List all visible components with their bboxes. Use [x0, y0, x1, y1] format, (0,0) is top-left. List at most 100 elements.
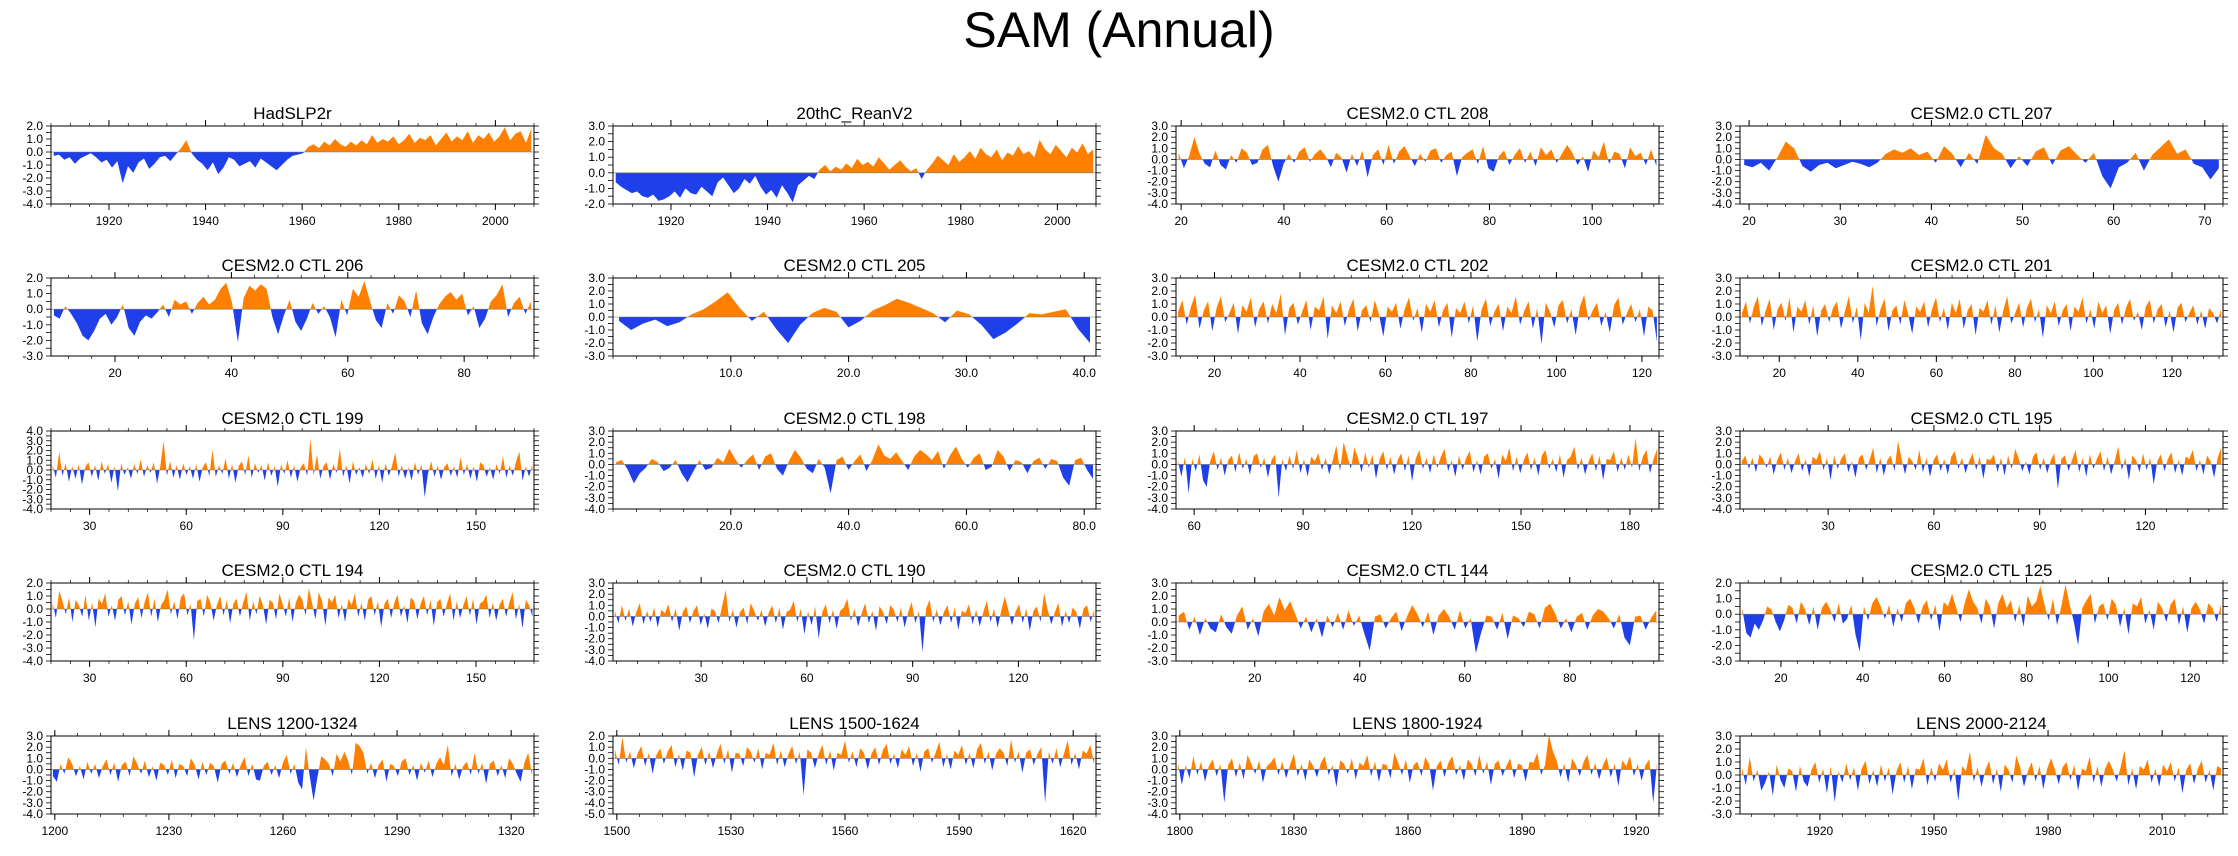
negative-area	[614, 758, 1095, 803]
y-tick-label: 3.0	[1715, 729, 1732, 743]
plot-frame	[1175, 430, 1660, 510]
panel-17: LENS 1500-1624 1500 1530 1560 1590 1620 2.01.0…	[584, 714, 1101, 838]
panel-title: CESM2.0 CTL 199	[221, 409, 363, 428]
y-tick-label: -5.0	[584, 807, 605, 821]
x-tick-label: 60	[1379, 366, 1393, 380]
y-tick-label: 3.0	[588, 119, 605, 133]
panel-8: CESM2.0 CTL 199 30 60 90 120 150 4.03.02.01.00…	[22, 409, 539, 533]
x-tick-label: 1860	[1395, 824, 1422, 838]
x-tick-label: 30	[83, 671, 97, 685]
panel-title: CESM2.0 CTL 195	[1910, 409, 2052, 428]
x-tick-label: 1560	[832, 824, 859, 838]
y-tick-label: 0.0	[1715, 607, 1732, 621]
y-tick-label: 3.0	[26, 434, 43, 448]
y-tick-label: 2.0	[588, 135, 605, 149]
y-tick-label: -1.0	[22, 615, 43, 629]
positive-area	[1742, 584, 2221, 615]
positive-area	[53, 127, 532, 152]
x-tick-label: 60	[1930, 366, 1944, 380]
y-tick-label: -1.0	[22, 774, 43, 788]
positive-area	[1741, 441, 2222, 465]
x-tick-label: 20	[1742, 214, 1756, 228]
y-tick-label: -4.0	[1711, 197, 1732, 211]
panel-19: LENS 2000-2124 1920 1950 1980 2010 3.02.01.00…	[1711, 714, 2228, 838]
y-tick-label: 0.0	[1715, 152, 1732, 166]
positive-area	[817, 140, 1094, 173]
y-tick-label: 1.0	[26, 453, 43, 467]
panel-13: CESM2.0 CTL 190 30 60 90 120 3.02.01.00.0-1.0…	[584, 561, 1101, 685]
x-tick-label: 1980	[385, 214, 412, 228]
x-tick-label: 100	[1582, 214, 1602, 228]
panel-6: CESM2.0 CTL 202 20 40 60 80 100 120 3.02.01.00.…	[1147, 256, 1664, 380]
y-tick-label: 2.0	[26, 740, 43, 754]
positive-area	[1742, 285, 2221, 317]
negative-area	[1178, 464, 1653, 498]
y-tick-label: 2.0	[1151, 435, 1168, 449]
y-tick-label: 2.0	[588, 435, 605, 449]
panel-title: LENS 1200-1324	[227, 714, 357, 733]
panel-title: CESM2.0 CTL 125	[1910, 561, 2052, 580]
y-tick-label: -1.0	[1147, 628, 1168, 642]
plot-frame	[50, 277, 535, 357]
x-tick-label: 100	[2098, 671, 2118, 685]
y-tick-label: -2.0	[22, 628, 43, 642]
x-tick-label: 80	[457, 366, 471, 380]
y-tick-label: -4.0	[584, 654, 605, 668]
panel-title: CESM2.0 CTL 206	[221, 256, 363, 275]
y-tick-label: 3.0	[1715, 271, 1732, 285]
y-tick-label: -4.0	[22, 502, 43, 516]
panel-title: CESM2.0 CTL 144	[1346, 561, 1488, 580]
panel-title: HadSLP2r	[253, 104, 332, 123]
negative-area	[1744, 159, 2219, 189]
x-tick-label: 40	[1925, 214, 1939, 228]
y-tick-label: -1.0	[1711, 469, 1732, 483]
y-tick-label: 3.0	[1151, 576, 1168, 590]
x-tick-label: 90	[2033, 519, 2047, 533]
y-tick-label: -1.0	[584, 323, 605, 337]
plot-frame	[1175, 735, 1660, 815]
x-tick-label: 1620	[1060, 824, 1087, 838]
x-tick-label: 1960	[289, 214, 316, 228]
y-tick-label: 1.0	[1715, 141, 1732, 155]
y-tick-label: 0.0	[1715, 310, 1732, 324]
x-tick-label: 120	[1402, 519, 1422, 533]
x-tick-label: 1920	[658, 214, 685, 228]
negative-area	[1179, 769, 1657, 803]
negative-area	[1747, 464, 2217, 489]
y-tick-label: -2.0	[584, 197, 605, 211]
panel-4: CESM2.0 CTL 206 20 40 60 80 2.0 1.00.0 -1.0-2.0…	[22, 256, 539, 380]
x-tick-label: 30.0	[955, 366, 979, 380]
x-tick-label: 2000	[482, 214, 509, 228]
x-tick-label: 1500	[603, 824, 630, 838]
x-tick-label: 80.0	[1073, 519, 1097, 533]
y-tick-label: 1.0	[26, 751, 43, 765]
plot-frame	[1739, 430, 2224, 510]
x-tick-label: 40	[1851, 366, 1865, 380]
y-tick-label: -3.0	[584, 785, 605, 799]
x-tick-label: 60	[341, 366, 355, 380]
x-tick-label: 1590	[946, 824, 973, 838]
panel-16: LENS 1200-1324 1200 1230 1260 1290 1320 3.02.0…	[22, 714, 539, 838]
x-tick-label: 60	[1938, 671, 1952, 685]
y-tick-label: -1.0	[584, 762, 605, 776]
x-tick-label: 60	[800, 671, 814, 685]
x-tick-label: 1940	[754, 214, 781, 228]
x-tick-label: 1230	[156, 824, 183, 838]
y-tick-label: -1.0	[1147, 323, 1168, 337]
x-tick-label: 120	[1008, 671, 1028, 685]
negative-area	[619, 317, 1090, 343]
positive-area	[616, 444, 1093, 465]
negative-area	[1180, 159, 1657, 182]
x-tick-label: 1890	[1509, 824, 1536, 838]
y-tick-label: -3.0	[1147, 349, 1168, 363]
y-tick-label: 0.0	[1151, 615, 1168, 629]
y-tick-label: 1.0	[588, 740, 605, 754]
y-tick-label: -2.0	[584, 480, 605, 494]
x-tick-label: 40	[1277, 214, 1291, 228]
y-tick-label: 0.0	[26, 145, 43, 159]
x-tick-label: 1920	[1623, 824, 1650, 838]
x-tick-label: 30	[1834, 214, 1848, 228]
figure-title: SAM (Annual)	[963, 2, 1275, 58]
